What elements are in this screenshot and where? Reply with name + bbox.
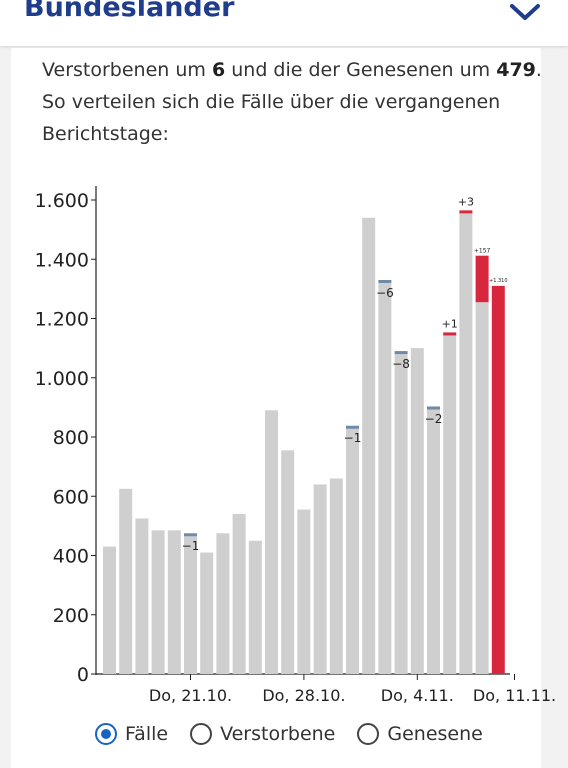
correction-bar	[443, 332, 457, 336]
bar	[200, 552, 214, 674]
correction-bar	[346, 425, 359, 429]
correction-bar	[394, 351, 408, 355]
y-tick-label: 0	[77, 664, 89, 686]
bar	[248, 540, 262, 674]
intro-text: Verstorbenen um 6 und die der Genesenen …	[42, 54, 542, 150]
bar	[184, 536, 197, 674]
radio-genesene[interactable]: Genesene	[357, 723, 483, 745]
y-tick-label: 200	[53, 605, 89, 627]
correction-bar	[427, 406, 440, 410]
bar	[329, 478, 343, 674]
section-title: Bundesländer	[24, 0, 235, 23]
correction-bar	[378, 279, 392, 283]
correction-label: −8	[392, 357, 410, 371]
y-tick-label: 400	[53, 546, 89, 568]
bar	[119, 488, 133, 674]
bar	[265, 410, 278, 674]
correction-label: +1	[442, 317, 458, 330]
radio-genesene-circle[interactable]	[357, 723, 380, 745]
correction-label: −1	[344, 431, 362, 445]
bar	[378, 282, 392, 674]
correction-bar	[459, 210, 473, 214]
correction-label: −6	[376, 286, 394, 300]
bar	[167, 530, 181, 674]
correction-label: −2	[425, 412, 443, 426]
bar	[151, 530, 165, 674]
bar	[362, 217, 376, 674]
bar	[459, 213, 473, 675]
radio-faelle-label: Fälle	[125, 723, 169, 745]
y-tick-label: 1.200	[35, 309, 89, 331]
bar	[427, 408, 440, 674]
radio-verstorbene[interactable]: Verstorbene	[190, 723, 335, 745]
bar	[297, 509, 311, 674]
bar	[475, 302, 489, 674]
correction-label: −1	[182, 539, 200, 553]
radio-faelle[interactable]: Fälle	[95, 723, 168, 745]
x-tick-label: Do, 28.10.	[262, 686, 345, 705]
correction-bar	[475, 255, 489, 303]
section-header[interactable]: Bundesländer	[0, 0, 568, 46]
correction-label: +3	[458, 195, 474, 208]
y-tick-label: 1.000	[35, 368, 89, 390]
bar-highlight	[491, 285, 505, 674]
bar	[216, 533, 230, 674]
y-tick-label: 800	[53, 427, 89, 449]
bar	[232, 514, 246, 674]
bar	[281, 450, 295, 674]
chevron-down-icon[interactable]	[508, 0, 542, 24]
case-bar-chart: 0 200 400 600 800 1.000 1.200 1.400 1.600 −1 −1 −6 −…	[35, 186, 556, 705]
y-tick-label: 600	[53, 486, 89, 508]
x-tick-label: Do, 21.10.	[149, 686, 232, 705]
x-tick-label: Do, 11.11.	[473, 686, 556, 705]
y-tick-label: 1.600	[35, 190, 89, 212]
radio-verstorbene-circle[interactable]	[190, 723, 213, 745]
bar	[135, 518, 149, 674]
radio-verstorbene-label: Verstorbene	[220, 723, 336, 745]
bar	[443, 334, 457, 674]
bar	[394, 354, 408, 674]
bar	[103, 546, 116, 674]
x-tick-label: Do, 4.11.	[381, 686, 454, 705]
highlight-label: +1.310	[489, 278, 508, 284]
correction-label: +157	[474, 248, 491, 255]
y-tick-label: 1.400	[35, 249, 89, 271]
bar	[410, 348, 424, 674]
radio-genesene-label: Genesene	[387, 723, 483, 745]
radio-faelle-circle[interactable]	[95, 723, 117, 745]
intro-line-1: Verstorbenen um 6 und die der Genesenen …	[42, 59, 542, 81]
metric-radio-group: Fälle Verstorbene Genesene	[95, 718, 483, 750]
correction-bar	[184, 533, 197, 537]
intro-line-3: Berichtstage:	[42, 123, 169, 145]
bar	[313, 484, 327, 674]
bar	[346, 428, 359, 674]
intro-line-2: So verteilen sich die Fälle über die ver…	[42, 91, 501, 113]
